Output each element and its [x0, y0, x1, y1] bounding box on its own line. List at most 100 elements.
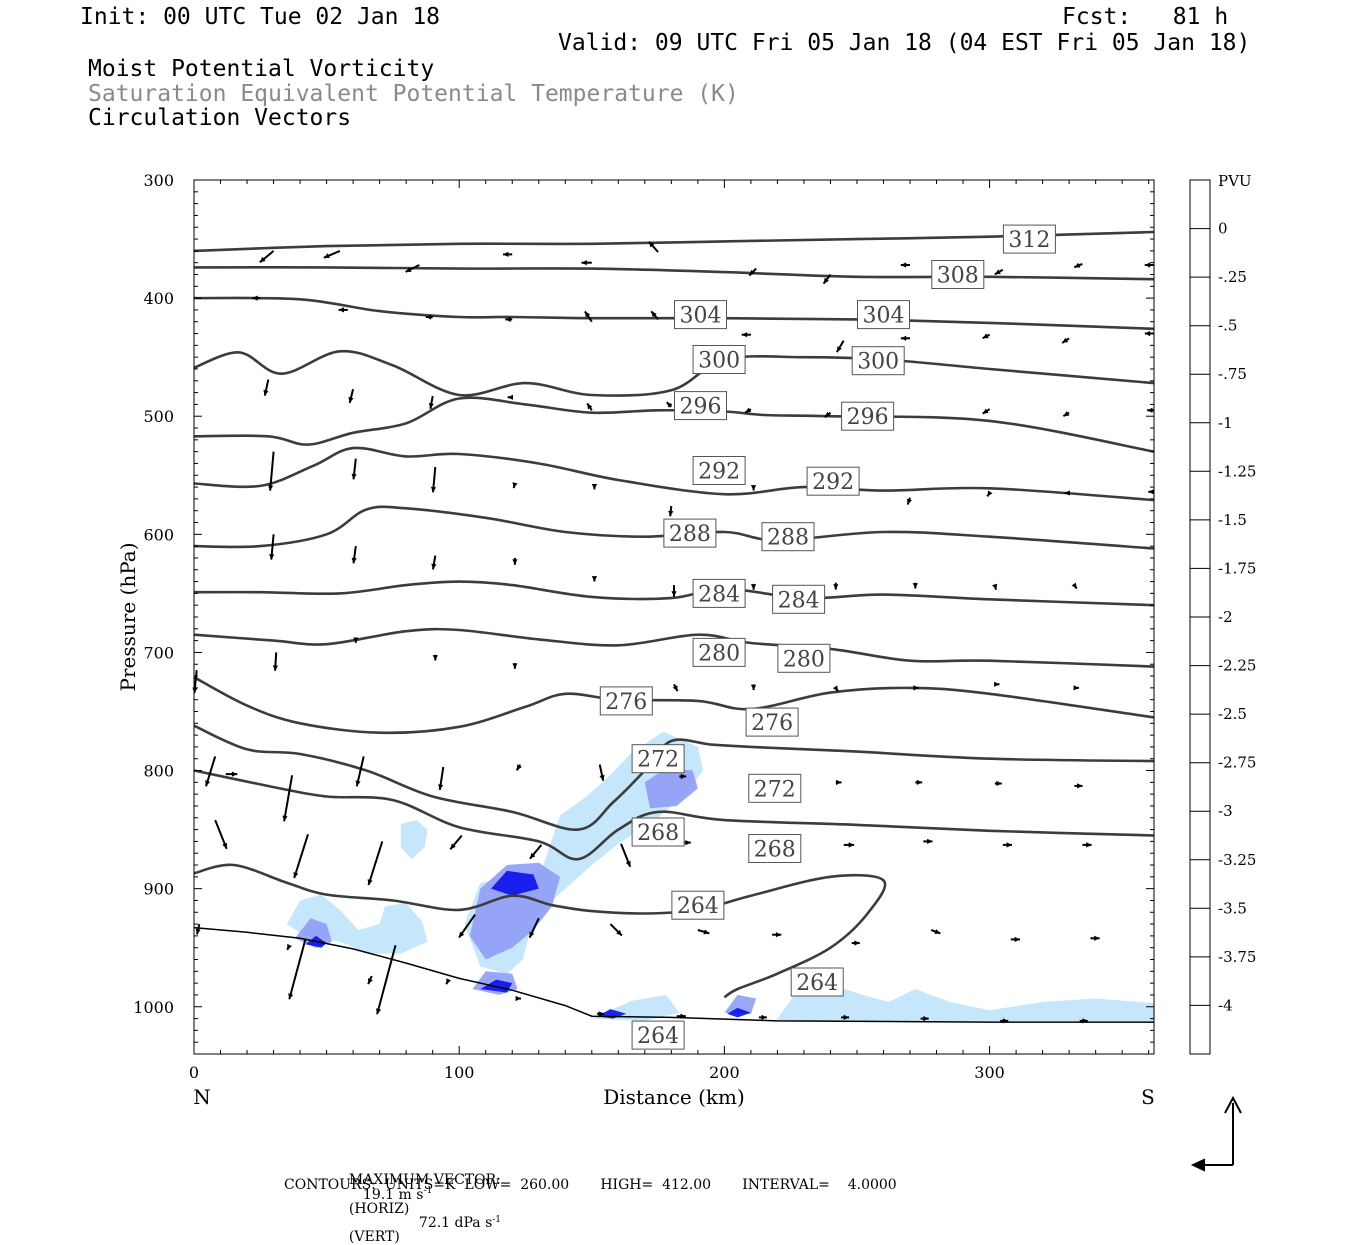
contour-label-text: 288 [767, 526, 809, 551]
vector-shaft [293, 833, 309, 879]
vector-arrowhead [651, 311, 657, 318]
colorbar-label: -.5 [1218, 317, 1237, 335]
vector-arrowhead [749, 269, 755, 276]
circulation-vector [405, 264, 420, 273]
contour-label: 280 [692, 637, 746, 667]
colorbar-label: -.25 [1218, 268, 1247, 286]
vector-arrowhead [994, 681, 1000, 687]
contour-label-text: 308 [937, 264, 979, 289]
circulation-vector [994, 780, 1002, 787]
contour-label: 276 [745, 707, 799, 737]
vector-arrowhead [1062, 337, 1069, 343]
circulation-vector [512, 663, 518, 669]
contour-label-box [671, 890, 725, 920]
contour-label: 288 [663, 518, 717, 548]
circulation-vector [367, 975, 373, 985]
max-vector-horiz-exponent: -1 [423, 1186, 433, 1196]
theta-contour-300 [193, 349, 1155, 397]
circulation-vector [512, 557, 518, 565]
circulation-vector [750, 583, 757, 590]
circulation-vector [323, 249, 341, 259]
circulation-vector [758, 1014, 767, 1020]
vector-arrowhead [252, 295, 258, 301]
vector-arrowhead [1006, 842, 1012, 848]
max-vector-vert-exponent: -1 [492, 1214, 502, 1225]
contour-label: 296 [841, 401, 895, 431]
vector-arrowhead [775, 932, 782, 938]
colorbar-label: -3.5 [1218, 899, 1247, 917]
vector-arrowhead [450, 843, 456, 850]
circulation-vector [432, 654, 438, 661]
contour-labels: 312 308 304 304 300 300 296 296 292 292 288 288 284 2… [599, 224, 1056, 1050]
vector-arrowhead [587, 403, 593, 410]
vector-arrowhead [1094, 935, 1100, 941]
vector-arrowhead [430, 486, 437, 493]
circulation-vector [1074, 783, 1083, 789]
vector-arrowhead [927, 838, 933, 844]
circulation-vector [741, 332, 751, 338]
vector-arrowhead [934, 929, 941, 934]
circulation-vector [192, 670, 198, 694]
vector-arrowhead [598, 1011, 604, 1017]
vector-arrowhead [591, 484, 598, 490]
y-axis-label: Pressure (hPa) [116, 543, 140, 692]
circulation-vector [259, 250, 275, 264]
vector-arrowhead [703, 929, 710, 935]
circulation-vector [994, 681, 1000, 687]
vector-arrowhead [348, 397, 354, 403]
contour-label-box [692, 345, 746, 374]
circulation-vector [1144, 262, 1154, 268]
vector-arrowhead [512, 559, 518, 565]
vector-arrowhead [438, 784, 444, 790]
vector-arrowhead [516, 764, 522, 771]
circulation-vector [515, 764, 522, 771]
vector-arrowhead [1073, 685, 1079, 691]
vector-arrowhead [625, 860, 631, 867]
y-tick-label: 300 [143, 171, 174, 190]
theta-contour-292 [193, 446, 1155, 502]
circulation-vector [1061, 337, 1070, 344]
contour-label: 300 [692, 345, 746, 374]
north-label: N [193, 1085, 211, 1109]
circulation-vector [915, 779, 923, 785]
vector-arrowhead [848, 842, 855, 848]
circulation-vector [438, 766, 445, 791]
forecast-hour: Fcst: 81 h [1062, 4, 1229, 30]
contour-label-text: 268 [754, 838, 796, 863]
circulation-vector [744, 407, 752, 414]
vertical-scale-arrowhead [1224, 1095, 1242, 1114]
circulation-vector [584, 310, 593, 323]
contour-label-text: 304 [680, 304, 722, 329]
vector-arrowhead [1148, 489, 1154, 495]
contour-label-text: 288 [669, 522, 711, 547]
circulation-vector [503, 251, 513, 257]
pv-region [644, 768, 698, 809]
max-vector-horiz-tag: (HORIZ) [348, 1200, 410, 1217]
vector-arrowhead [750, 584, 757, 590]
colorbar-label: -2.25 [1218, 657, 1256, 675]
contour-info: CONTOURS: UNITS=K LOW= 260.00 HIGH= 412.… [284, 1177, 897, 1193]
vector-arrowhead [1144, 262, 1151, 268]
vector-arrowhead [982, 408, 989, 414]
contour-label: 304 [674, 300, 727, 330]
circulation-vector [609, 923, 623, 937]
circulation-vector [851, 940, 860, 946]
circulation-vector [367, 841, 384, 886]
contour-label-text: 264 [796, 971, 838, 996]
contour-label-text: 284 [778, 588, 820, 613]
pv-region [491, 870, 539, 896]
circulation-vector [824, 411, 832, 419]
vector-arrowhead [432, 655, 438, 661]
theta-contour-280 [193, 627, 1155, 668]
circulation-vector [648, 241, 659, 253]
contour-label-text: 268 [637, 821, 679, 846]
contour-label: 272 [631, 744, 685, 774]
circulation-vector [515, 995, 521, 1002]
theta-contour-304 [193, 296, 1155, 331]
contour-label: 280 [777, 643, 831, 673]
circulation-vector [512, 482, 518, 489]
colorbar-unit: PVU [1218, 172, 1252, 190]
contour-label-text: 312 [1008, 228, 1050, 253]
circulation-vector [912, 582, 918, 589]
contour-label: 296 [674, 391, 727, 421]
